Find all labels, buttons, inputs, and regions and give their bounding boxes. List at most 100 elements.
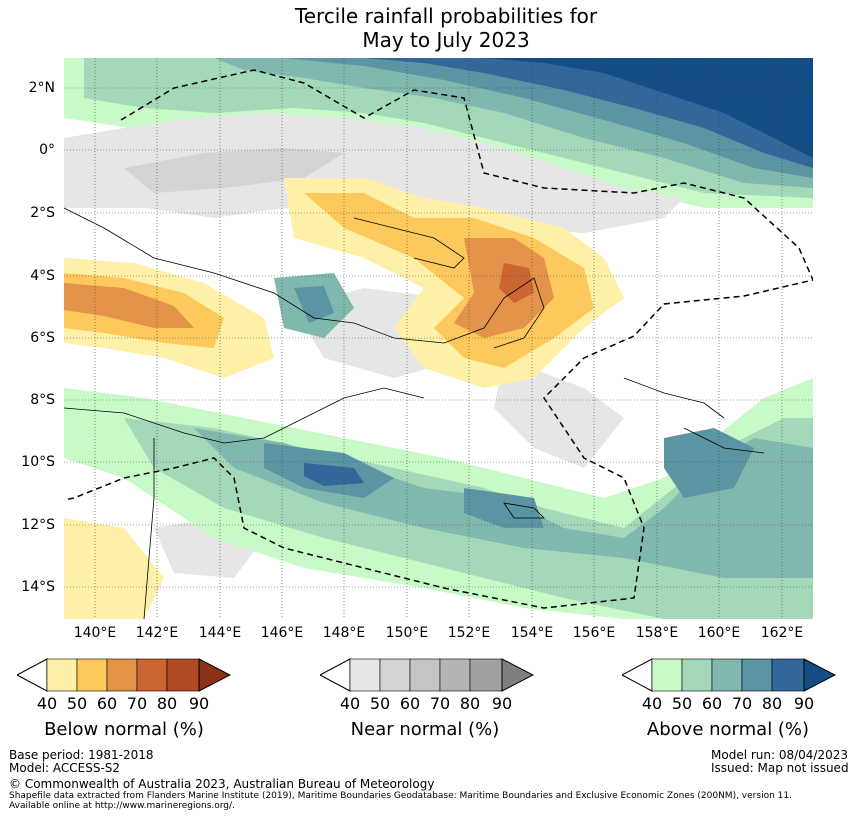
coast-new-britain: [353, 217, 465, 269]
below-70-region-central: [499, 263, 534, 303]
lon-label-162e: 162°E: [760, 625, 804, 641]
lat-label-2n: 2°N: [28, 80, 55, 96]
above-swatch-60: [711, 658, 743, 692]
eez-boundary: [64, 69, 813, 609]
legend-title-below: Below normal (%): [44, 719, 204, 740]
lat-label-6s: 6°S: [30, 330, 55, 346]
model-run: Model run: 08/04/2023: [711, 748, 849, 762]
above-swatch-80: [771, 658, 805, 692]
near-tick-60: 60: [399, 694, 421, 713]
below-swatch-60: [106, 658, 138, 692]
lat-label-8s: 8°S: [30, 392, 55, 408]
shapefile-line-2: Available online at http://www.marinereg…: [9, 801, 235, 811]
legend-title-above: Above normal (%): [646, 719, 810, 740]
near-swatch-70: [439, 658, 471, 692]
lat-label-2s: 2°S: [30, 205, 55, 221]
base-period: Base period: 1981-2018: [9, 748, 154, 762]
lon-label-154e: 154°E: [510, 625, 554, 641]
below-60-region-west: [64, 283, 194, 328]
coast-solomons-2: [683, 427, 765, 454]
colorbar-above: [622, 658, 836, 692]
near-40-region-north: [64, 113, 684, 233]
shapefile-credit: Shapefile data extracted from Flanders M…: [9, 791, 844, 811]
near-swatch-60: [409, 658, 441, 692]
near-swatch-50: [379, 658, 411, 692]
above-70-region-east: [664, 428, 754, 498]
above-swatch-40: [651, 658, 683, 692]
above-swatch-90: [803, 658, 836, 692]
above-swatch-50: [681, 658, 713, 692]
lon-label-160e: 160°E: [697, 625, 741, 641]
coast-australia: [143, 438, 155, 619]
above-tick-80: 80: [761, 694, 783, 713]
lon-label-142e: 142°E: [135, 625, 179, 641]
legend-above-normal: [622, 658, 836, 692]
near-tick-80: 80: [459, 694, 481, 713]
lon-label-152e: 152°E: [447, 625, 491, 641]
below-swatch-80: [166, 658, 200, 692]
above-swatch-under: [622, 658, 653, 692]
above-tick-90: 90: [793, 694, 815, 713]
below-tick-40: 40: [36, 694, 58, 713]
below-40-region-south: [64, 518, 164, 619]
below-swatch-under: [17, 658, 48, 692]
lon-label-146e: 146°E: [260, 625, 304, 641]
lon-label-156e: 156°E: [572, 625, 616, 641]
near-tick-70: 70: [429, 694, 451, 713]
below-swatch-40: [46, 658, 78, 692]
below-swatch-50: [76, 658, 108, 692]
copyright: © Commonwealth of Australia 2023, Austra…: [9, 777, 435, 791]
lat-label-14s: 14°S: [21, 579, 55, 595]
map-title: Tercile rainfall probabilities for May t…: [0, 4, 850, 52]
above-tick-50: 50: [671, 694, 693, 713]
legend-near-normal: [320, 658, 534, 692]
near-50-region-north: [124, 148, 344, 193]
colorbar-near: [320, 658, 534, 692]
near-swatch-40: [349, 658, 381, 692]
below-swatch-90: [198, 658, 231, 692]
lat-label-4s: 4°S: [30, 268, 55, 284]
model-name: Model: ACCESS-S2: [9, 761, 121, 775]
title-line-2: May to July 2023: [362, 28, 530, 52]
title-line-1: Tercile rainfall probabilities for: [294, 4, 598, 28]
above-tick-40: 40: [641, 694, 663, 713]
legend-below-normal: [17, 658, 231, 692]
near-swatch-80: [469, 658, 503, 692]
lat-label-12s: 12°S: [21, 517, 55, 533]
near-swatch-90: [501, 658, 534, 692]
below-tick-90: 90: [188, 694, 210, 713]
near-tick-40: 40: [339, 694, 361, 713]
above-70-region-png: [294, 286, 334, 323]
lat-label-0: 0°: [39, 142, 55, 158]
near-40-region-east: [494, 358, 624, 468]
above-tick-60: 60: [701, 694, 723, 713]
issued-status: Issued: Map not issued: [711, 761, 849, 775]
probability-map: [64, 58, 813, 619]
coast-south-png: [64, 387, 425, 444]
footer-right: Model run: 08/04/2023 Issued: Map not is…: [711, 749, 849, 775]
below-tick-60: 60: [96, 694, 118, 713]
above-swatch-70: [741, 658, 773, 692]
near-swatch-under: [320, 658, 351, 692]
legend-title-near: Near normal (%): [350, 719, 500, 740]
footer-left: Base period: 1981-2018 Model: ACCESS-S2: [9, 749, 154, 775]
near-tick-50: 50: [369, 694, 391, 713]
coast-solomons-1: [623, 377, 725, 419]
below-tick-80: 80: [156, 694, 178, 713]
above-90-region-north: [484, 58, 813, 158]
shapefile-line-1: Shapefile data extracted from Flanders M…: [9, 791, 792, 801]
coast-island-se: [503, 502, 545, 519]
colorbar-below: [17, 658, 231, 692]
above-tick-70: 70: [731, 694, 753, 713]
lon-label-140e: 140°E: [73, 625, 117, 641]
lat-label-10s: 10°S: [21, 454, 55, 470]
lon-label-150e: 150°E: [385, 625, 429, 641]
below-tick-50: 50: [66, 694, 88, 713]
lon-label-148e: 148°E: [322, 625, 366, 641]
lon-label-158e: 158°E: [635, 625, 679, 641]
lon-label-144e: 144°E: [198, 625, 242, 641]
near-tick-90: 90: [491, 694, 513, 713]
below-tick-70: 70: [126, 694, 148, 713]
map-canvas: [64, 58, 813, 619]
above-80-region-south: [304, 463, 364, 486]
